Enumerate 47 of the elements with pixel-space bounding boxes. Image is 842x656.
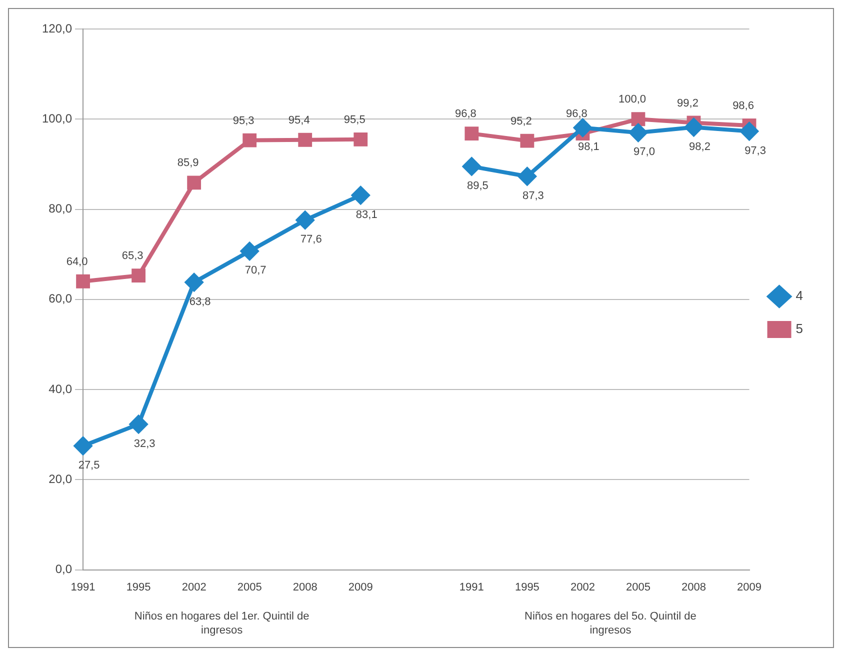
data-label: 97,3 bbox=[744, 144, 766, 157]
x-tick-label: 2002 bbox=[570, 581, 595, 594]
data-label: 65,3 bbox=[122, 250, 144, 262]
legend-label: 4 bbox=[796, 288, 804, 304]
x-tick-label: 2009 bbox=[737, 581, 762, 594]
data-label: 64,0 bbox=[66, 256, 88, 268]
data-label: 98,6 bbox=[732, 100, 754, 112]
data-label: 83,1 bbox=[356, 208, 378, 221]
data-label: 95,4 bbox=[288, 114, 310, 126]
y-tick-label: 40,0 bbox=[48, 382, 72, 396]
y-tick-label: 100,0 bbox=[42, 111, 72, 126]
x-tick-label: 2008 bbox=[292, 581, 318, 594]
data-label: 87,3 bbox=[522, 190, 544, 202]
data-label: 96,8 bbox=[566, 108, 588, 120]
data-label: 95,2 bbox=[510, 115, 532, 128]
data-label: 99,2 bbox=[677, 97, 698, 110]
y-tick-label: 20,0 bbox=[48, 472, 72, 486]
data-label: 27,5 bbox=[78, 459, 100, 472]
data-label: 96,8 bbox=[454, 108, 476, 120]
text: Niños en hogares del 5o. Quintil de ingresos bbox=[524, 610, 696, 637]
legend-label: 5 bbox=[796, 321, 804, 336]
x-tick-label: 1995 bbox=[126, 581, 151, 594]
x-tick-label: 2005 bbox=[237, 581, 262, 594]
data-label: 98,2 bbox=[689, 140, 710, 153]
data-label: 97,0 bbox=[634, 146, 655, 158]
x-tick-label: 2005 bbox=[626, 581, 650, 594]
data-label: 95,3 bbox=[232, 114, 254, 127]
y-tick-label: 80,0 bbox=[48, 202, 72, 216]
x-tick-label: 2009 bbox=[348, 581, 373, 594]
x-tick-label: 1995 bbox=[514, 581, 540, 594]
data-label: 100,0 bbox=[618, 94, 646, 106]
data-label: 98,1 bbox=[578, 141, 600, 154]
x-tick-label: 2008 bbox=[682, 581, 706, 594]
y-tick-label: 60,0 bbox=[48, 292, 72, 306]
data-label: 63,8 bbox=[189, 296, 211, 308]
data-label: 95,5 bbox=[344, 114, 366, 126]
x-tick-label: 1991 bbox=[70, 581, 96, 594]
data-label: 70,7 bbox=[244, 264, 266, 277]
y-tick-label: 120,0 bbox=[42, 21, 72, 36]
data-label: 85,9 bbox=[177, 157, 199, 170]
data-label: 77,6 bbox=[300, 234, 322, 246]
x-tick-label: 2002 bbox=[182, 581, 206, 594]
y-tick-label: 0,0 bbox=[55, 562, 72, 576]
x-tick-label: 1991 bbox=[459, 581, 484, 594]
data-label: 89,5 bbox=[466, 180, 488, 192]
text: Niños en hogares del 1er. Quintil de ingresos bbox=[134, 610, 310, 637]
data-label: 32,3 bbox=[134, 438, 156, 450]
